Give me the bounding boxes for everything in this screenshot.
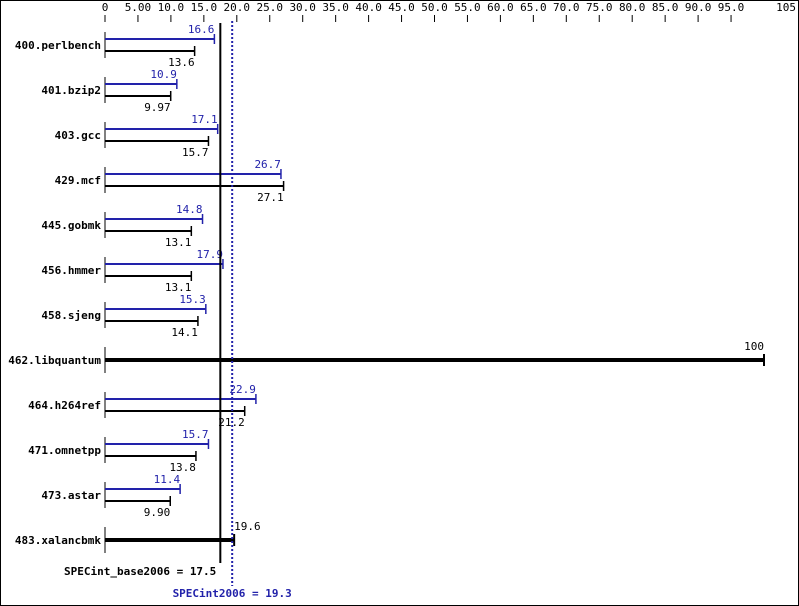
bar-base-label: 13.1 bbox=[165, 281, 192, 294]
bar-base-label: 15.7 bbox=[182, 146, 209, 159]
bar-peak-label: 14.8 bbox=[176, 203, 203, 216]
bar-peak-label: 17.9 bbox=[196, 248, 223, 261]
tick-label: 90.0 bbox=[685, 1, 712, 14]
tick-label: 55.0 bbox=[454, 1, 481, 14]
tick-label: 20.0 bbox=[224, 1, 251, 14]
bar-peak-label: 26.7 bbox=[254, 158, 281, 171]
tick-label: 35.0 bbox=[322, 1, 349, 14]
benchmark-label: 464.h264ref bbox=[28, 399, 101, 412]
bar-peak-label: 10.9 bbox=[150, 68, 177, 81]
benchmark-label: 429.mcf bbox=[55, 174, 101, 187]
tick-label: 0 bbox=[102, 1, 109, 14]
tick-label: 45.0 bbox=[388, 1, 415, 14]
tick-label: 25.0 bbox=[257, 1, 284, 14]
peak-mean-label: SPECint2006 = 19.3 bbox=[173, 587, 292, 600]
bar-value-label: 19.6 bbox=[234, 520, 261, 533]
tick-label: 75.0 bbox=[586, 1, 613, 14]
bar-peak-label: 17.1 bbox=[191, 113, 218, 126]
tick-label: 65.0 bbox=[520, 1, 547, 14]
tick-label: 15.0 bbox=[191, 1, 218, 14]
tick-label: 5.00 bbox=[125, 1, 152, 14]
bar-peak-label: 15.7 bbox=[182, 428, 209, 441]
tick-label: 10.0 bbox=[158, 1, 185, 14]
bar-base-label: 27.1 bbox=[257, 191, 284, 204]
tick-label: 95.0 bbox=[718, 1, 745, 14]
tick-label: 80.0 bbox=[619, 1, 646, 14]
bar-base-label: 9.90 bbox=[144, 506, 171, 519]
mean-lines: SPECint_base2006 = 17.5 SPECint2006 = 19.… bbox=[64, 21, 292, 600]
benchmark-label: 458.sjeng bbox=[41, 309, 101, 322]
tick-label: 60.0 bbox=[487, 1, 514, 14]
benchmark-label: 473.astar bbox=[41, 489, 101, 502]
benchmark-label: 456.hmmer bbox=[41, 264, 101, 277]
bar-value-label: 100 bbox=[744, 340, 764, 353]
bar-base-label: 13.1 bbox=[165, 236, 192, 249]
bar-base-label: 9.97 bbox=[144, 101, 171, 114]
benchmark-label: 483.xalancbmk bbox=[15, 534, 101, 547]
benchmark-label: 400.perlbench bbox=[15, 39, 101, 52]
tick-label: 40.0 bbox=[355, 1, 382, 14]
bar-peak-label: 15.3 bbox=[179, 293, 206, 306]
tick-label: 50.0 bbox=[421, 1, 448, 14]
bar-peak-label: 16.6 bbox=[188, 23, 215, 36]
benchmark-label: 462.libquantum bbox=[8, 354, 101, 367]
x-axis: 0 5.00 10.0 15.0 20.0 25.0 30.0 35.0 40.0 45.0 50.… bbox=[102, 1, 796, 22]
base-mean-label: SPECint_base2006 = 17.5 bbox=[64, 565, 216, 578]
tick-label: 105 bbox=[776, 1, 796, 14]
tick-label: 70.0 bbox=[553, 1, 580, 14]
bars: 400.perlbench 16.6 13.6 401.bzip2 10.9 9.97 40… bbox=[8, 23, 765, 553]
bar-base-label: 13.8 bbox=[169, 461, 196, 474]
bar-base-label: 14.1 bbox=[171, 326, 198, 339]
benchmark-label: 471.omnetpp bbox=[28, 444, 101, 457]
benchmark-label: 403.gcc bbox=[55, 129, 101, 142]
benchmark-label: 445.gobmk bbox=[41, 219, 101, 232]
bar-peak-label: 11.4 bbox=[154, 473, 181, 486]
tick-label: 30.0 bbox=[289, 1, 316, 14]
tick-label: 85.0 bbox=[652, 1, 679, 14]
benchmark-label: 401.bzip2 bbox=[41, 84, 101, 97]
bar-base-label: 13.6 bbox=[168, 56, 195, 69]
bar-peak-label: 22.9 bbox=[229, 383, 256, 396]
